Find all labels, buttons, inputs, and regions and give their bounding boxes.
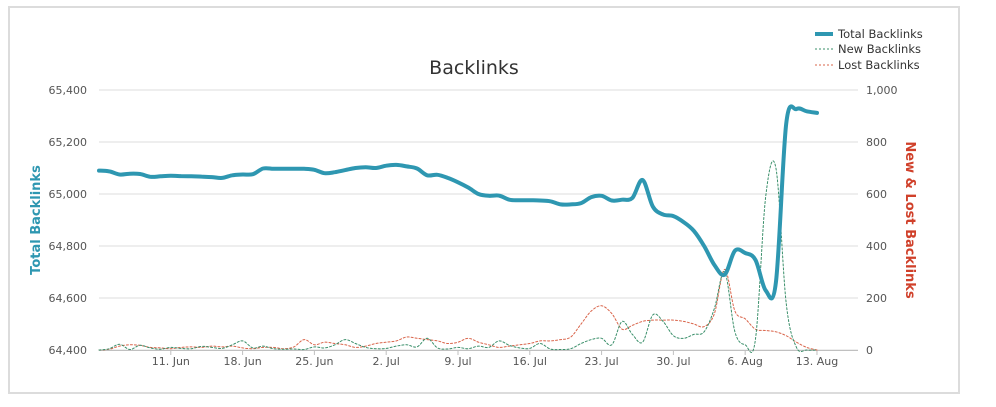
chart-title: Backlinks bbox=[429, 57, 519, 79]
right-tick-label: 800 bbox=[866, 136, 887, 149]
x-tick-label: 18. Jun bbox=[224, 355, 262, 368]
right-y-axis: 0 200 400 600 800 1,000 bbox=[866, 84, 898, 357]
x-tick-label: 25. Jun bbox=[295, 355, 333, 368]
legend-label-new: New Backlinks bbox=[838, 42, 921, 56]
left-axis-title: Total Backlinks bbox=[29, 165, 44, 275]
legend-label-lost: Lost Backlinks bbox=[838, 58, 920, 72]
right-tick-label: 1,000 bbox=[866, 84, 898, 97]
x-axis: 11. Jun 18. Jun 25. Jun 2. Jul 9. Jul 16. Jul… bbox=[99, 350, 858, 368]
legend-item-lost[interactable]: Lost Backlinks bbox=[815, 58, 920, 72]
grid-lines bbox=[99, 89, 858, 351]
legend: Total Backlinks New Backlinks Lost Backl… bbox=[815, 27, 923, 72]
x-tick-label: 16. Jul bbox=[513, 355, 547, 368]
x-tick-label: 13. Aug bbox=[796, 355, 838, 368]
right-tick-label: 400 bbox=[866, 240, 887, 253]
legend-item-new[interactable]: New Backlinks bbox=[815, 42, 921, 56]
x-tick-label: 23. Jul bbox=[584, 355, 618, 368]
left-tick-label: 64,400 bbox=[49, 344, 88, 357]
x-tick-label: 30. Jul bbox=[656, 355, 690, 368]
left-tick-label: 65,400 bbox=[49, 84, 88, 97]
x-tick-label: 9. Jul bbox=[444, 355, 471, 368]
series-line-new[interactable] bbox=[98, 160, 818, 353]
right-tick-label: 0 bbox=[866, 344, 873, 357]
left-tick-label: 64,800 bbox=[49, 240, 88, 253]
series-group bbox=[97, 104, 819, 353]
left-tick-label: 65,200 bbox=[49, 136, 88, 149]
right-tick-label: 600 bbox=[866, 188, 887, 201]
left-tick-label: 64,600 bbox=[49, 292, 88, 305]
x-tick-label: 11. Jun bbox=[152, 355, 190, 368]
left-tick-label: 65,000 bbox=[49, 188, 88, 201]
right-axis-title: New & Lost Backlinks bbox=[902, 141, 917, 299]
series-line-lost[interactable] bbox=[98, 268, 818, 351]
x-tick-label: 2. Jul bbox=[373, 355, 400, 368]
legend-item-total[interactable]: Total Backlinks bbox=[815, 27, 923, 41]
x-tick-label: 6. Aug bbox=[727, 355, 762, 368]
left-y-axis: 64,400 64,600 64,800 65,000 65,200 65,400 bbox=[49, 84, 88, 357]
chart-frame bbox=[8, 6, 960, 394]
right-tick-label: 200 bbox=[866, 292, 887, 305]
legend-label-total: Total Backlinks bbox=[837, 27, 923, 41]
series-line-total[interactable] bbox=[97, 104, 819, 301]
